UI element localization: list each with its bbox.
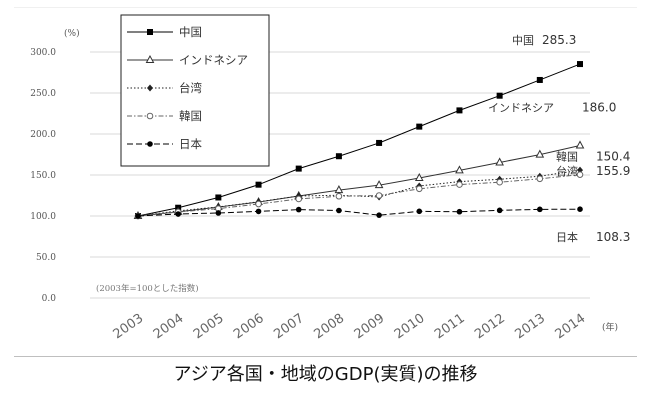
- data-point: [255, 200, 262, 208]
- data-point: [255, 208, 262, 215]
- series-end-value: 285.3: [542, 33, 576, 47]
- legend-label: 日本: [179, 137, 202, 151]
- data-point: [575, 140, 585, 149]
- line-chart: (%) 0.0 50.0 100.0 150.0 200.0 250.0 300.0 (2003…: [30, 14, 630, 342]
- data-point: [456, 107, 463, 114]
- x-tick-label: 2003: [111, 311, 147, 342]
- y-tick-label: 250.0: [30, 89, 56, 99]
- series-end-label: 中国: [512, 34, 534, 47]
- series-end-label: 韓国: [556, 151, 578, 164]
- data-point: [295, 206, 302, 213]
- y-axis-unit-label: (%): [64, 28, 80, 39]
- data-point: [215, 194, 222, 201]
- series-line-4: [137, 208, 581, 217]
- data-point: [375, 192, 383, 199]
- series-line-2: [137, 169, 581, 217]
- y-tick-label: 300.0: [30, 48, 56, 58]
- legend-marker: [146, 112, 154, 120]
- y-tick-label: 0.0: [42, 294, 57, 304]
- data-point: [336, 207, 342, 214]
- data-point: [576, 171, 584, 178]
- data-point: [496, 178, 503, 186]
- data-point: [175, 211, 181, 217]
- data-point: [456, 181, 463, 188]
- data-point: [415, 185, 423, 193]
- data-point: [374, 180, 384, 189]
- legend-marker: [147, 84, 153, 92]
- data-point: [536, 76, 543, 83]
- legend-label: 台湾: [179, 81, 202, 95]
- series-end-value: 150.4: [596, 150, 630, 164]
- x-tick-label: 2013: [512, 311, 548, 342]
- figure-caption: アジア各国・地域のGDP(実質)の推移: [173, 364, 478, 385]
- data-point: [295, 195, 303, 203]
- series-line-3: [137, 174, 581, 217]
- data-point: [577, 206, 583, 212]
- x-tick-label: 2007: [271, 311, 307, 342]
- data-point: [255, 181, 262, 188]
- data-point: [536, 175, 544, 183]
- legend-marker: [145, 54, 155, 63]
- series-end-label: 台湾: [556, 164, 578, 178]
- series-line-0: [137, 63, 581, 217]
- y-tick-label: 200.0: [30, 130, 56, 140]
- y-tick-label: 50.0: [36, 253, 56, 263]
- x-tick-label: 2006: [231, 311, 267, 342]
- data-point: [496, 207, 503, 214]
- x-tick-label: 2012: [472, 311, 508, 342]
- x-tick-label: 2014: [553, 311, 589, 342]
- legend-box: [120, 14, 270, 167]
- x-tick-label: 2005: [191, 311, 227, 342]
- series-end-value: 108.3: [596, 230, 630, 244]
- data-point: [414, 172, 424, 182]
- legend-label: 韓国: [179, 109, 202, 123]
- data-point: [295, 165, 302, 172]
- data-point: [416, 208, 423, 215]
- x-tick-label: 2011: [432, 311, 468, 342]
- y-tick-label: 150.0: [30, 171, 56, 181]
- data-point: [456, 208, 463, 215]
- y-tick-label: 100.0: [30, 212, 56, 222]
- legend-marker: [147, 141, 153, 147]
- x-tick-label: 2010: [392, 311, 428, 342]
- data-point: [537, 206, 543, 213]
- data-point: [335, 153, 342, 160]
- data-point: [376, 139, 383, 146]
- legend-label: 中国: [179, 25, 202, 39]
- caption-rule: [14, 356, 637, 357]
- data-point: [577, 61, 583, 68]
- x-tick-label: 2004: [151, 311, 187, 342]
- index-note: (2003年=100とした指数): [96, 283, 199, 294]
- series-end-value: 155.9: [596, 164, 630, 178]
- data-point: [416, 123, 423, 130]
- data-point: [495, 157, 504, 166]
- data-point: [215, 210, 222, 216]
- x-axis-unit-label: (年): [602, 321, 618, 333]
- data-point: [376, 212, 382, 218]
- series-end-value: 186.0: [582, 100, 616, 114]
- series-end-label: インドネシア: [488, 101, 554, 114]
- data-point: [535, 149, 545, 158]
- x-tick-label: 2008: [311, 311, 347, 342]
- data-point: [335, 192, 343, 200]
- frame-top-line: [14, 7, 637, 8]
- x-tick-label: 2009: [352, 311, 388, 342]
- data-point: [455, 165, 464, 174]
- series-end-label: 日本: [556, 230, 578, 244]
- legend-marker: [147, 29, 153, 35]
- data-point: [496, 92, 503, 99]
- data-point: [135, 213, 141, 219]
- legend-label: インドネシア: [179, 53, 248, 67]
